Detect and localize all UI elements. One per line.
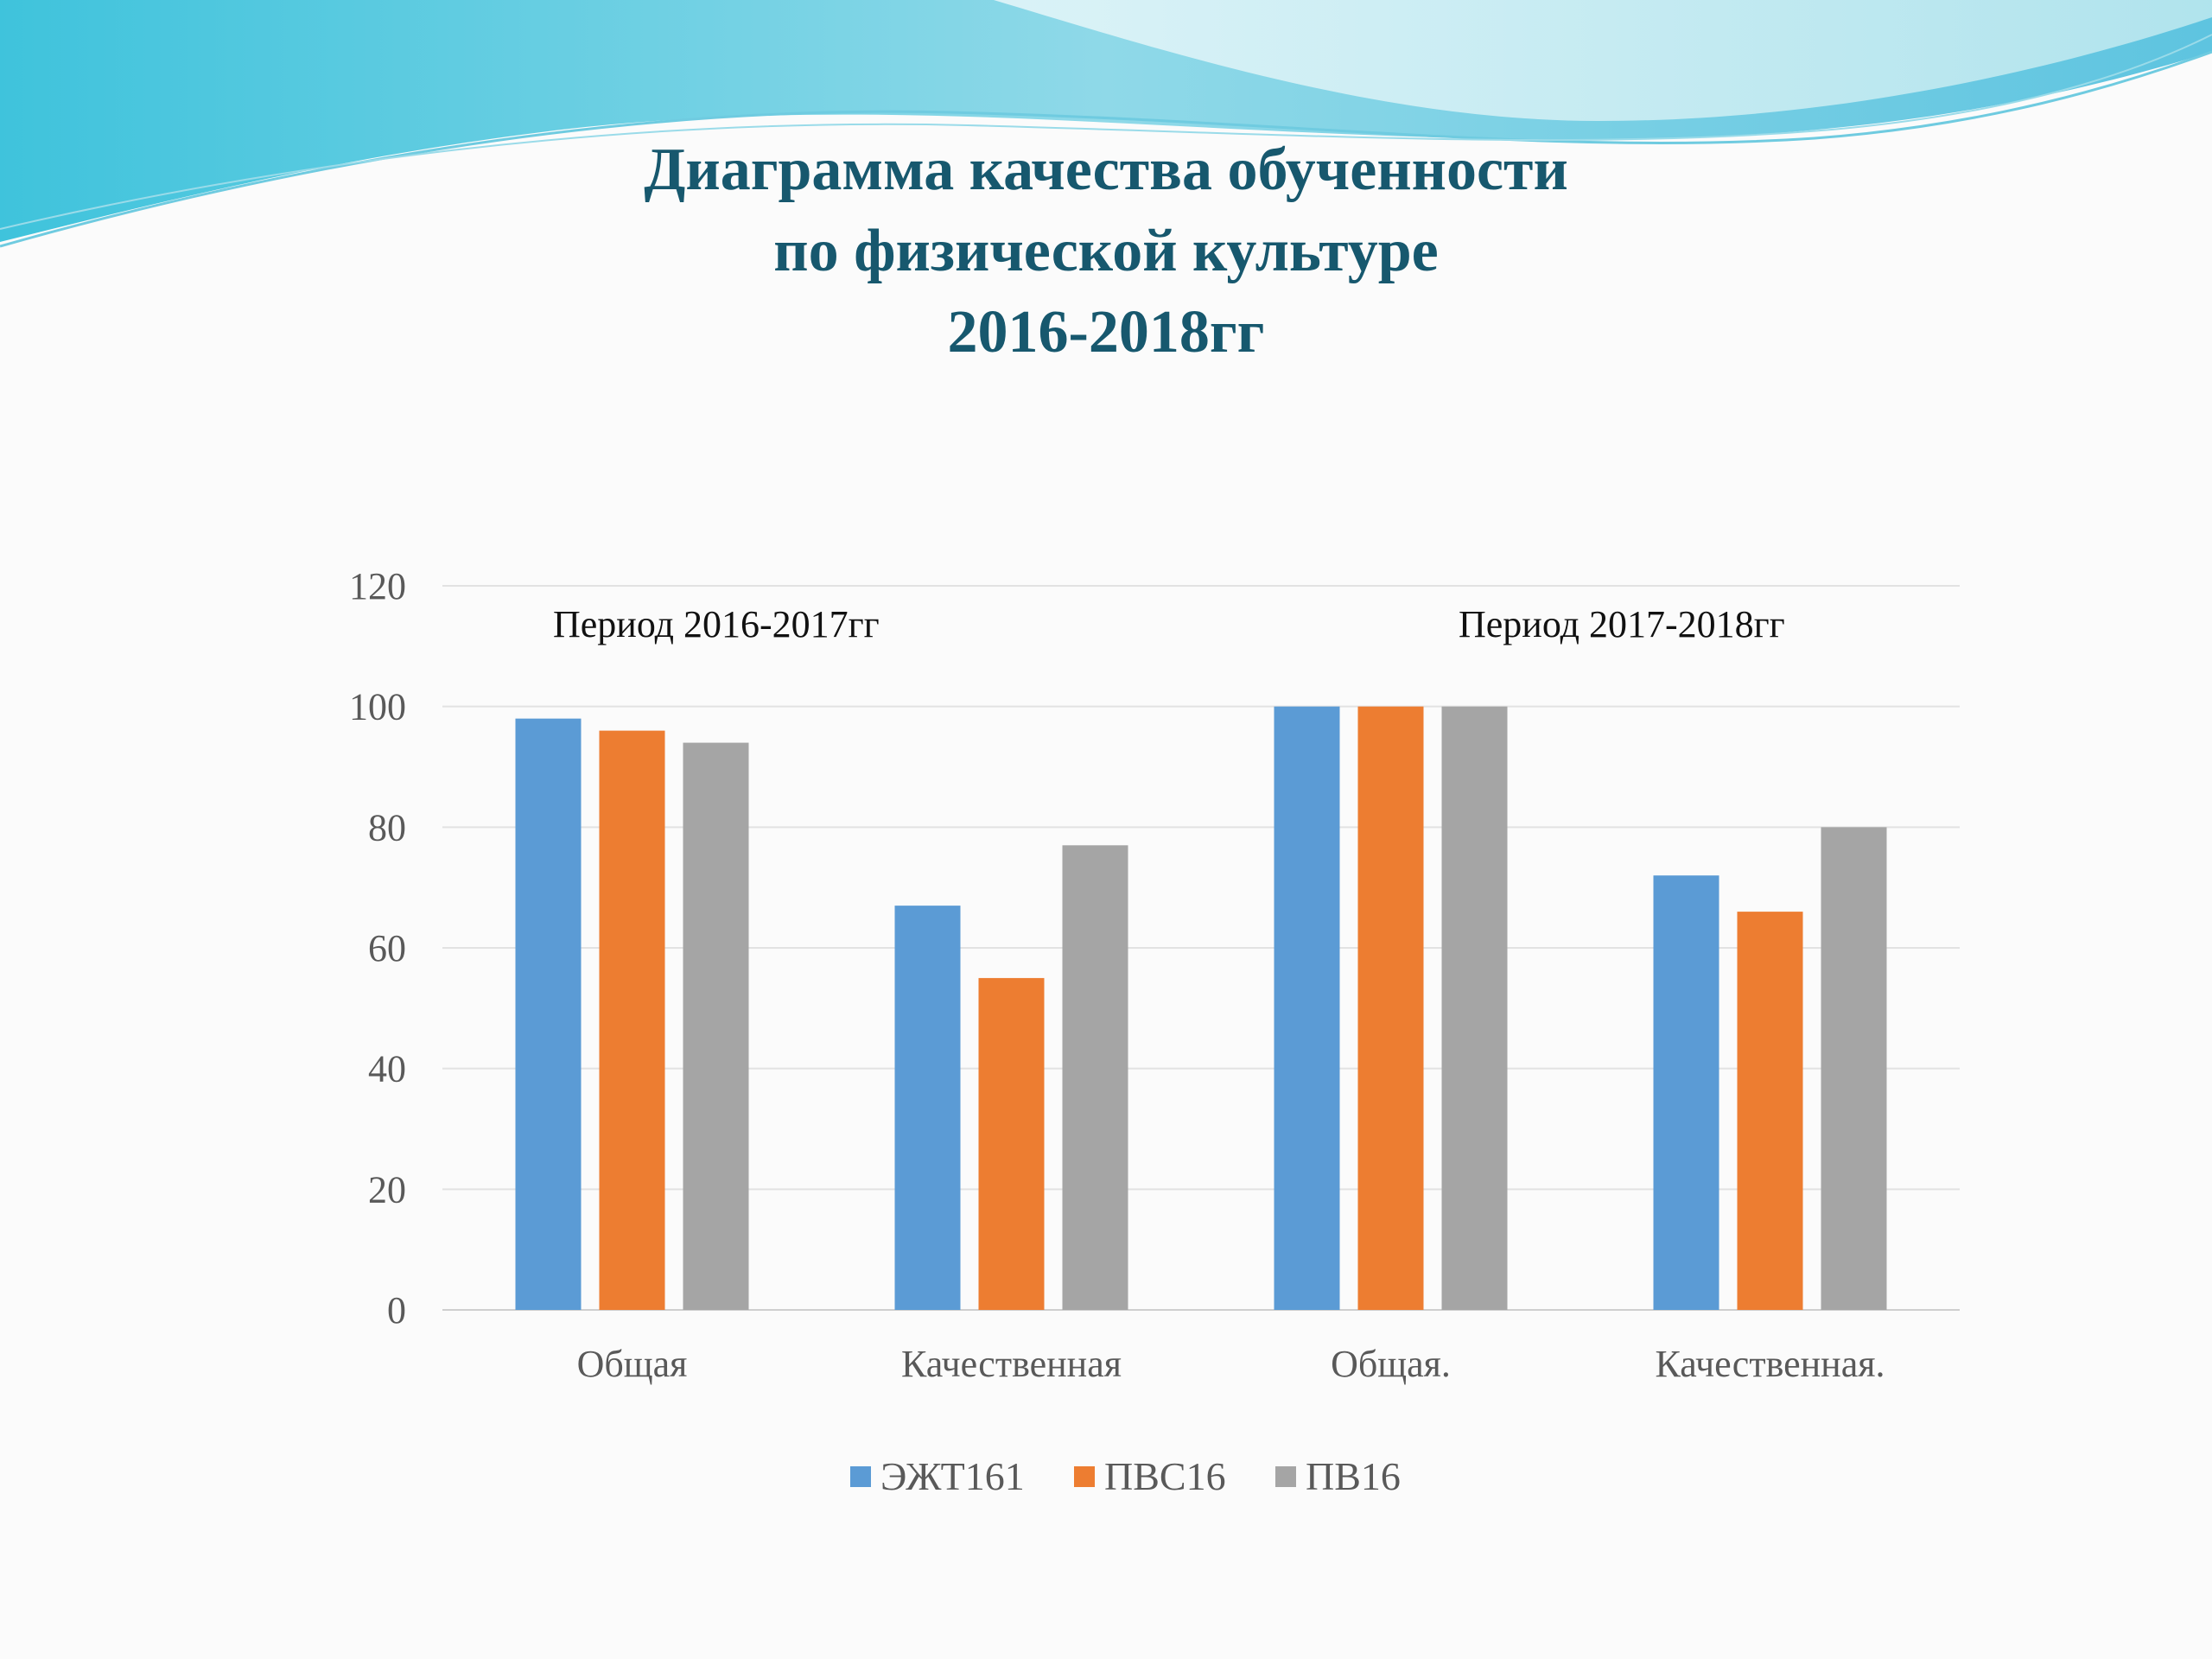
- x-category-label: Общая: [577, 1343, 688, 1385]
- bar: [1357, 706, 1424, 1310]
- bar: [1821, 827, 1887, 1310]
- legend-swatch: [850, 1466, 871, 1487]
- bar: [599, 730, 665, 1310]
- y-tick-label: 100: [349, 686, 406, 728]
- x-category-label: Качественная: [901, 1343, 1122, 1385]
- bar: [978, 977, 1045, 1310]
- legend-swatch: [1074, 1466, 1095, 1487]
- y-tick-label: 60: [368, 927, 406, 969]
- y-tick-label: 0: [387, 1289, 406, 1332]
- legend-label: ЭЖТ161: [880, 1454, 1025, 1498]
- x-category-label: Качественная.: [1656, 1343, 1885, 1385]
- bar: [1062, 845, 1128, 1310]
- title-line-3: 2016-2018гг: [947, 299, 1265, 365]
- legend-label: ПВ16: [1306, 1454, 1401, 1498]
- legend-label: ПВС16: [1104, 1454, 1226, 1498]
- period-annotation: Период 2016-2017гг: [553, 603, 880, 645]
- bar: [515, 718, 582, 1310]
- legend-swatch: [1275, 1466, 1296, 1487]
- bar: [1737, 912, 1803, 1310]
- header-wave-decoration: [0, 0, 2212, 248]
- bar: [1653, 875, 1719, 1310]
- chart-title: Диаграмма качества обученности по физиче…: [0, 130, 2212, 373]
- bar: [683, 742, 749, 1310]
- bar: [894, 906, 961, 1310]
- title-line-1: Диаграмма качества обученности: [644, 137, 1568, 203]
- y-tick-label: 120: [349, 565, 406, 607]
- bar: [1274, 706, 1340, 1310]
- y-tick-label: 40: [368, 1048, 406, 1090]
- period-annotation: Период 2017-2018гг: [1459, 603, 1785, 645]
- bar: [1441, 706, 1508, 1310]
- y-tick-label: 20: [368, 1168, 406, 1211]
- title-line-2: по физической культуре: [773, 218, 1439, 284]
- y-tick-label: 80: [368, 806, 406, 849]
- x-category-label: Общая.: [1331, 1343, 1451, 1385]
